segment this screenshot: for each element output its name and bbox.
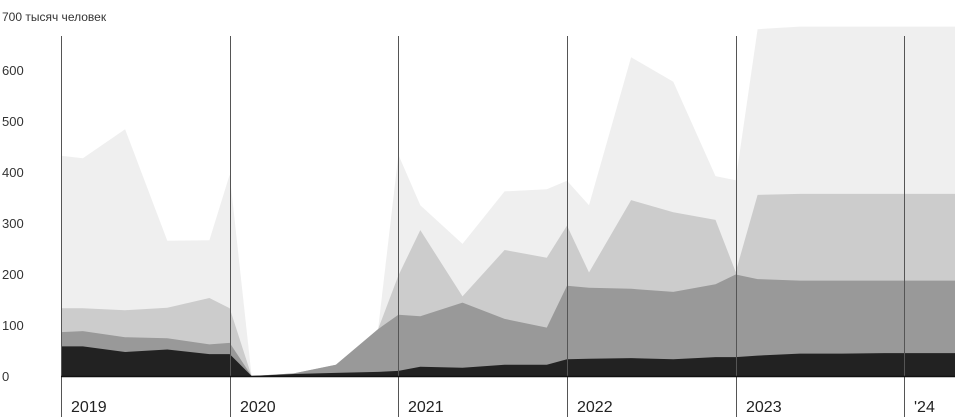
x-tick-label-2022: 2022 xyxy=(577,399,613,416)
y-tick-label-400: 400 xyxy=(2,165,24,180)
y-tick-label-600: 600 xyxy=(2,63,24,78)
year-divider-lines xyxy=(61,36,905,417)
y-axis-tick-labels: 0 100 200 300 400 500 600 xyxy=(2,63,24,384)
x-axis-year-labels: 2019 2020 2021 2022 2023 '24 xyxy=(71,399,935,416)
x-tick-label-2020: 2020 xyxy=(240,399,276,416)
y-tick-label-200: 200 xyxy=(2,267,24,282)
x-tick-label-2023: 2023 xyxy=(746,399,782,416)
area-layers xyxy=(61,26,955,376)
x-tick-label-2021: 2021 xyxy=(408,399,444,416)
y-tick-label-100: 100 xyxy=(2,318,24,333)
y-axis-unit-label: 700 тысяч человек xyxy=(2,10,107,24)
y-tick-label-500: 500 xyxy=(2,114,24,129)
area-layer-1 xyxy=(61,346,955,376)
x-tick-label-24: '24 xyxy=(914,399,935,416)
x-tick-label-2019: 2019 xyxy=(71,399,107,416)
area-layer-2 xyxy=(61,274,955,376)
y-tick-label-0: 0 xyxy=(2,369,9,384)
y-tick-label-300: 300 xyxy=(2,216,24,231)
